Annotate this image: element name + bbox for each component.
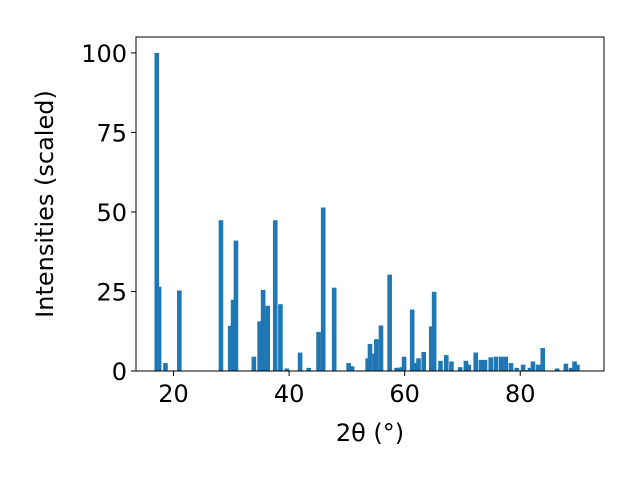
y-tick-label: 0 (112, 358, 127, 386)
bar (503, 356, 509, 371)
plot-frame (135, 36, 605, 372)
bar (530, 361, 536, 371)
bar (331, 287, 337, 371)
x-tick-label: 60 (389, 380, 420, 408)
bar (349, 366, 355, 371)
bar (316, 331, 321, 371)
bar (284, 368, 290, 371)
bar (508, 363, 514, 371)
bar (568, 367, 574, 371)
bar (554, 368, 560, 371)
x-axis-label: 2θ (°) (336, 419, 404, 447)
bar (535, 364, 541, 371)
bar (498, 356, 504, 371)
y-tick-label: 25 (96, 278, 127, 306)
bar (346, 363, 351, 371)
y-tick-label: 75 (96, 119, 127, 147)
y-tick-label: 50 (96, 199, 127, 227)
bar (520, 364, 526, 371)
x-axis-ticks: 20 40 60 80 (158, 371, 535, 408)
bar (367, 343, 373, 371)
bar (421, 351, 427, 371)
bar (540, 348, 546, 371)
bar (272, 220, 278, 371)
bar (463, 360, 469, 371)
bar (449, 361, 454, 371)
y-axis-label: Intensities (scaled) (31, 90, 59, 318)
bar (428, 326, 434, 371)
bar (401, 356, 407, 371)
bar (563, 363, 569, 371)
bar (438, 360, 443, 371)
x-tick-label: 40 (274, 380, 305, 408)
bar (443, 355, 449, 371)
bar (457, 367, 463, 371)
bar (262, 316, 268, 371)
bar (412, 363, 417, 371)
bar (163, 363, 168, 371)
bar (278, 304, 283, 371)
bar (572, 361, 577, 371)
bar (527, 367, 533, 371)
bar (218, 220, 224, 371)
bar (482, 359, 488, 371)
bar (473, 352, 479, 371)
bar (297, 352, 303, 371)
bar (488, 357, 494, 371)
bar (387, 274, 392, 371)
bar (374, 339, 379, 371)
bar (575, 364, 580, 371)
bar (514, 367, 520, 371)
bar (493, 356, 499, 371)
bar (154, 52, 160, 372)
x-tick-label: 80 (505, 380, 536, 408)
bar (478, 359, 484, 371)
bar (466, 364, 472, 371)
bar (177, 290, 182, 371)
bar (378, 325, 384, 371)
bars-group (154, 52, 580, 372)
bar (251, 356, 257, 371)
bar (265, 305, 271, 371)
bar (431, 291, 437, 371)
bar (416, 358, 421, 371)
bar (320, 207, 326, 371)
bar (230, 299, 236, 371)
bar (257, 321, 262, 371)
bar (396, 367, 402, 371)
bar (409, 309, 415, 371)
x-tick-label: 20 (158, 380, 189, 408)
bar (156, 286, 162, 371)
y-tick-label: 100 (81, 40, 127, 68)
bar (306, 367, 312, 371)
bar (233, 240, 239, 371)
bar (227, 325, 233, 371)
y-axis-ticks: 0 25 50 75 100 (81, 40, 136, 386)
